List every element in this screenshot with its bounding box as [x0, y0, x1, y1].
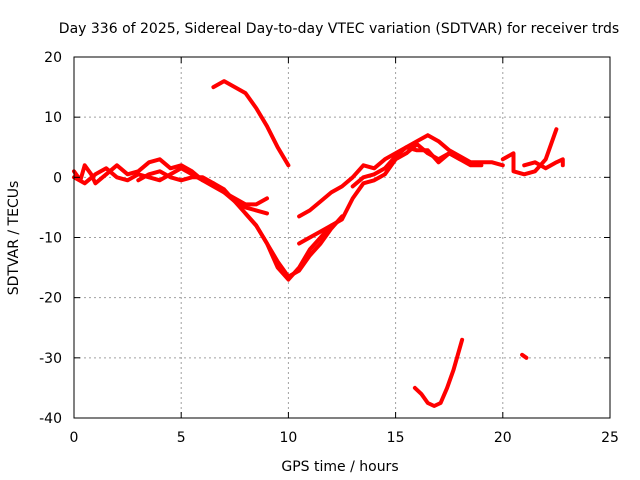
x-tick-label: 25 — [601, 430, 619, 446]
series-arc-11 — [412, 337, 465, 408]
y-tick-label: 20 — [44, 50, 62, 66]
series-arc-8 — [350, 145, 484, 189]
y-tick-label: -20 — [39, 291, 62, 307]
y-tick-label: -40 — [39, 411, 62, 427]
x-tick-label: 15 — [387, 430, 405, 446]
axis-ticks: 0 5 10 15 20 25 -40 -30 -20 -10 0 10 20 — [39, 50, 619, 446]
series-arc-5 — [211, 79, 291, 168]
grid — [74, 57, 610, 418]
series-arc-9 — [500, 127, 559, 177]
x-tick-label: 10 — [279, 430, 297, 446]
y-axis-title: SDTVAR / TECUs — [6, 181, 22, 296]
series-layer — [72, 79, 565, 408]
x-axis-title: GPS time / hours — [281, 459, 398, 475]
series-arc-3 — [136, 169, 344, 279]
y-tick-label: 10 — [44, 110, 62, 126]
series-arc-6 — [297, 133, 505, 219]
x-tick-label: 20 — [494, 430, 512, 446]
series-arc-10 — [522, 157, 565, 171]
x-tick-label: 0 — [70, 430, 79, 446]
series-arc-2 — [72, 166, 269, 207]
series-arc-12 — [520, 352, 529, 360]
x-tick-label: 5 — [177, 430, 186, 446]
y-tick-label: -30 — [39, 351, 62, 367]
y-tick-label: 0 — [53, 170, 62, 186]
chart-title: Day 336 of 2025, Sidereal Day-to-day VTE… — [59, 21, 619, 37]
series-arc-4 — [243, 211, 334, 282]
y-tick-label: -10 — [39, 231, 62, 247]
